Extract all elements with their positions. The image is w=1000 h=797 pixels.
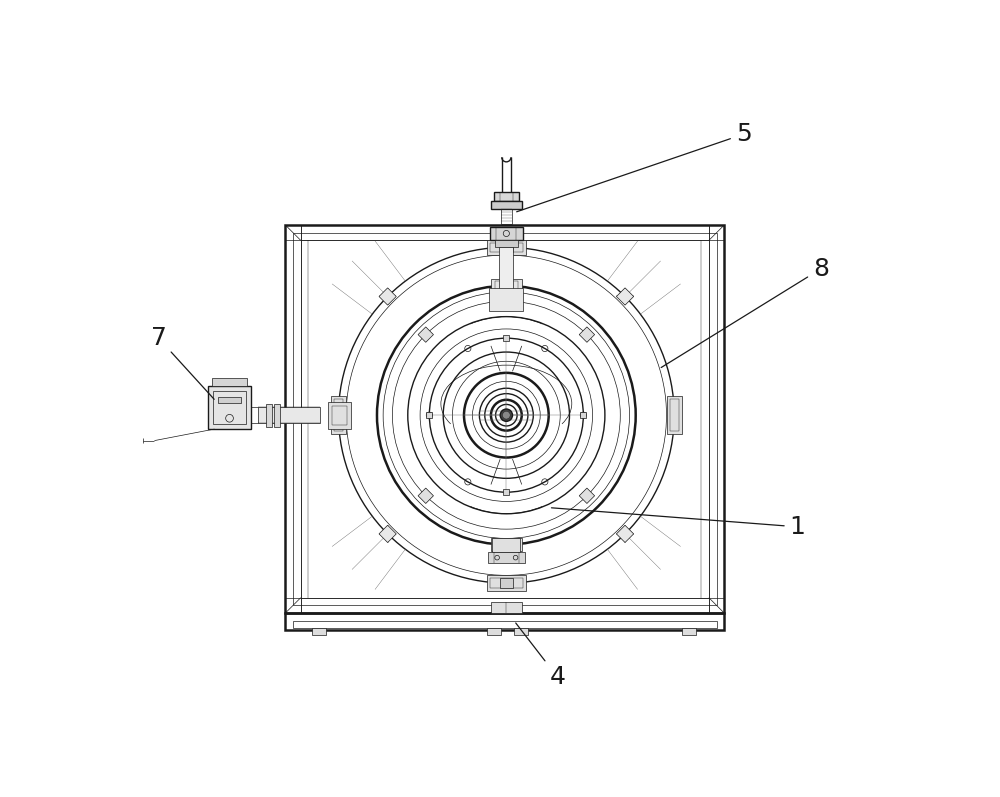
Text: 7: 7 — [151, 326, 214, 399]
Bar — [495, 281, 518, 290]
Bar — [426, 412, 432, 418]
Bar — [488, 552, 525, 563]
Bar — [666, 396, 682, 434]
Bar — [491, 279, 522, 292]
Bar — [501, 209, 512, 224]
Polygon shape — [579, 327, 595, 342]
Bar — [503, 335, 509, 341]
Bar — [492, 539, 520, 552]
Polygon shape — [379, 525, 396, 543]
Bar — [293, 233, 717, 606]
Bar — [328, 402, 351, 429]
Bar — [332, 406, 347, 425]
Bar — [580, 412, 586, 418]
Bar — [331, 396, 346, 434]
Bar — [312, 629, 326, 634]
Text: 1: 1 — [551, 508, 806, 539]
Bar — [334, 399, 343, 431]
Bar — [218, 397, 241, 402]
Bar — [285, 225, 724, 613]
Bar — [285, 613, 724, 630]
Polygon shape — [379, 288, 396, 305]
Bar — [212, 379, 247, 386]
Bar — [266, 403, 272, 426]
Bar — [489, 289, 523, 312]
Polygon shape — [616, 525, 634, 543]
Circle shape — [500, 409, 512, 422]
Polygon shape — [579, 488, 595, 504]
Bar — [258, 407, 320, 423]
Bar — [682, 629, 696, 634]
Bar — [494, 192, 519, 201]
Bar — [213, 391, 246, 425]
Text: 8: 8 — [661, 257, 829, 367]
Polygon shape — [418, 327, 433, 342]
Bar — [503, 489, 509, 495]
Bar — [500, 243, 512, 252]
Bar — [490, 579, 523, 587]
Bar — [487, 575, 526, 591]
Bar — [491, 538, 522, 552]
Circle shape — [502, 411, 510, 419]
Bar — [499, 246, 513, 292]
Polygon shape — [616, 288, 634, 305]
Text: 5: 5 — [517, 122, 752, 212]
Bar — [487, 629, 501, 634]
Text: 4: 4 — [516, 623, 565, 689]
Bar — [208, 386, 251, 429]
Bar — [301, 241, 709, 598]
Bar — [495, 241, 518, 246]
Bar — [491, 603, 522, 613]
Bar — [670, 399, 679, 431]
Bar — [487, 240, 526, 255]
Bar — [514, 629, 528, 634]
Bar — [490, 226, 523, 241]
Bar — [495, 540, 518, 549]
Bar — [274, 403, 280, 426]
Bar — [490, 243, 523, 252]
Bar — [500, 579, 512, 587]
Bar — [491, 201, 522, 209]
Bar — [293, 621, 717, 629]
Polygon shape — [418, 488, 433, 504]
